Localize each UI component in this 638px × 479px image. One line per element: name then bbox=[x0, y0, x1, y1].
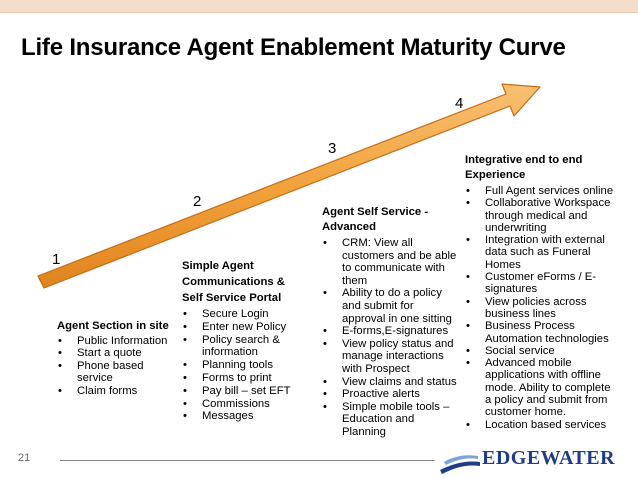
list-item: Policy search & information bbox=[182, 334, 294, 360]
step-4-block: Integrative end to end Experience Full A… bbox=[465, 153, 615, 431]
step-2-heading: Simple Agent Communications & Self Servi… bbox=[182, 260, 285, 304]
logo-swoosh-icon bbox=[440, 455, 480, 474]
footer-divider bbox=[60, 460, 435, 461]
list-item: View policies across business lines bbox=[465, 296, 615, 321]
list-item: Integration with external data such as F… bbox=[465, 234, 615, 271]
list-item: View policy status and manage interactio… bbox=[322, 338, 458, 376]
list-item: Customer eForms / E-signatures bbox=[465, 271, 615, 296]
list-item: Public Information bbox=[57, 335, 173, 348]
step-2-number: 2 bbox=[193, 193, 202, 210]
step-3-block: Agent Self Service - Advanced CRM: View … bbox=[322, 205, 458, 439]
top-accent-bar bbox=[0, 0, 638, 13]
list-item: Start a quote bbox=[57, 347, 173, 360]
step-4-number: 4 bbox=[455, 95, 464, 112]
step-4-heading: Integrative end to end Experience bbox=[465, 154, 583, 181]
list-item: Secure Login bbox=[182, 308, 294, 321]
list-item: Commissions bbox=[182, 398, 294, 411]
list-item: Enter new Policy bbox=[182, 321, 294, 334]
list-item: Advanced mobile applications with offlin… bbox=[465, 357, 615, 418]
list-item: CRM: View all customers and be able to c… bbox=[322, 237, 458, 287]
step-1-block: Agent Section in site Public Information… bbox=[57, 320, 173, 398]
step-2-block: Simple Agent Communications & Self Servi… bbox=[182, 258, 294, 423]
arrow-shape bbox=[37, 83, 541, 289]
page-number: 21 bbox=[18, 452, 31, 464]
list-item: Business Process Automation technologies bbox=[465, 320, 615, 345]
edgewater-logo: EDGEWATER bbox=[482, 447, 616, 469]
list-item: Simple mobile tools – Education and Plan… bbox=[322, 401, 458, 439]
list-item: Planning tools bbox=[182, 359, 294, 372]
list-item: Pay bill – set EFT bbox=[182, 385, 294, 398]
list-item: Forms to print bbox=[182, 372, 294, 385]
slide-title: Life Insurance Agent Enablement Maturity… bbox=[21, 34, 566, 61]
list-item: Proactive alerts bbox=[322, 388, 458, 401]
list-item: Claim forms bbox=[57, 385, 173, 398]
step-1-number: 1 bbox=[52, 251, 61, 268]
list-item: Messages bbox=[182, 410, 294, 423]
list-item: Social service bbox=[465, 345, 615, 358]
list-item: Collaborative Workspace through medical … bbox=[465, 197, 615, 234]
list-item: Ability to do a policy and submit for ap… bbox=[322, 287, 458, 325]
step-3-number: 3 bbox=[328, 140, 337, 157]
list-item: Full Agent services online bbox=[465, 185, 615, 198]
step-1-heading: Agent Section in site bbox=[57, 320, 169, 332]
step-3-heading: Agent Self Service - Advanced bbox=[322, 206, 429, 233]
list-item: E-forms,E-signatures bbox=[322, 325, 458, 338]
list-item: Location based services bbox=[465, 419, 615, 432]
list-item: View claims and status bbox=[322, 376, 458, 389]
list-item: Phone based service bbox=[57, 360, 173, 385]
